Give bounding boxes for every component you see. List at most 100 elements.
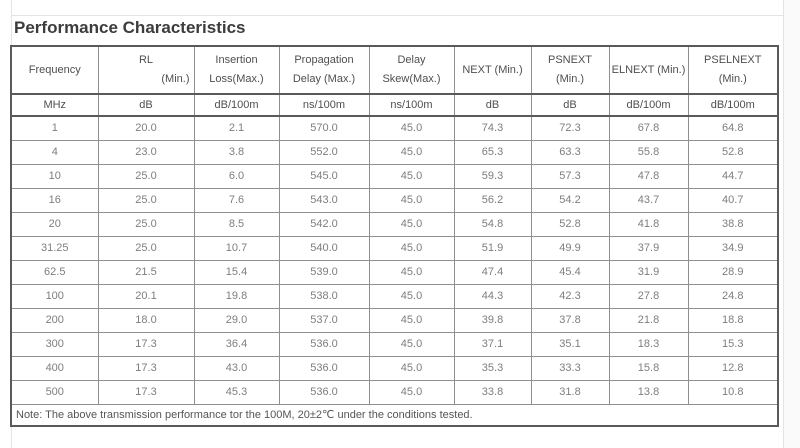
table-row: 500 17.3 45.3 536.0 45.0 33.8 31.8 13.8 10.8: [10, 379, 779, 405]
column-unit-elnext: dB/100m: [608, 93, 689, 117]
cell-insertion-loss: 7.6: [193, 187, 280, 213]
cell-psnext: 54.2: [530, 187, 610, 213]
cell-psnext: 49.9: [530, 235, 610, 261]
column-header-rl: RL (Min.): [97, 45, 195, 95]
cell-rl: 23.0: [97, 139, 195, 165]
table-row: 200 18.0 29.0 537.0 45.0 39.8 37.8 21.8 18.8: [10, 307, 779, 333]
cell-next: 59.3: [453, 163, 532, 189]
cell-psnext: 42.3: [530, 283, 610, 309]
cell-insertion-loss: 43.0: [193, 355, 280, 381]
cell-next: 47.4: [453, 259, 532, 285]
cell-frequency: 500: [10, 379, 99, 405]
cell-delay-skew: 45.0: [368, 307, 455, 333]
table-row: 1 20.0 2.1 570.0 45.0 74.3 72.3 67.8 64.8: [10, 115, 779, 141]
column-header-next: NEXT (Min.): [453, 45, 532, 95]
cell-rl: 20.0: [97, 115, 195, 141]
cell-propagation-delay: 542.0: [278, 211, 370, 237]
cell-psnext: 45.4: [530, 259, 610, 285]
cell-psnext: 37.8: [530, 307, 610, 333]
cell-pselnext: 64.8: [687, 115, 779, 141]
table-note: Note: The above transmission performance…: [10, 403, 779, 427]
cell-frequency: 300: [10, 331, 99, 357]
cell-pselnext: 38.8: [687, 211, 779, 237]
cell-insertion-loss: 6.0: [193, 163, 280, 189]
cell-frequency: 31.25: [10, 235, 99, 261]
cell-next: 39.8: [453, 307, 532, 333]
cell-elnext: 15.8: [608, 355, 689, 381]
column-unit-insertion-loss: dB/100m: [193, 93, 280, 117]
column-header-insertion-loss: Insertion Loss(Max.): [193, 45, 280, 95]
column-header-elnext: ELNEXT (Min.): [608, 45, 689, 95]
table-row: 300 17.3 36.4 536.0 45.0 37.1 35.1 18.3 15.3: [10, 331, 779, 357]
column-header-propagation-delay: Propagation Delay (Max.): [278, 45, 370, 95]
table-row: 10 25.0 6.0 545.0 45.0 59.3 57.3 47.8 44.7: [10, 163, 779, 189]
cell-propagation-delay: 540.0: [278, 235, 370, 261]
cell-psnext: 63.3: [530, 139, 610, 165]
column-header-frequency: Frequency: [10, 45, 99, 95]
cell-insertion-loss: 8.5: [193, 211, 280, 237]
cell-elnext: 13.8: [608, 379, 689, 405]
column-unit-pselnext: dB/100m: [687, 93, 779, 117]
cell-frequency: 16: [10, 187, 99, 213]
cell-delay-skew: 45.0: [368, 235, 455, 261]
cell-propagation-delay: 536.0: [278, 331, 370, 357]
cell-propagation-delay: 539.0: [278, 259, 370, 285]
cell-pselnext: 44.7: [687, 163, 779, 189]
performance-characteristics-table: Frequency RL (Min.) Insertion Loss(Max.) Prop…: [10, 45, 779, 427]
cell-delay-skew: 45.0: [368, 115, 455, 141]
cell-delay-skew: 45.0: [368, 331, 455, 357]
cell-psnext: 57.3: [530, 163, 610, 189]
cell-insertion-loss: 45.3: [193, 379, 280, 405]
cell-pselnext: 15.3: [687, 331, 779, 357]
column-unit-rl: dB: [97, 93, 195, 117]
cell-delay-skew: 45.0: [368, 283, 455, 309]
cell-next: 37.1: [453, 331, 532, 357]
cell-delay-skew: 45.0: [368, 211, 455, 237]
cell-frequency: 200: [10, 307, 99, 333]
column-unit-psnext: dB: [530, 93, 610, 117]
cell-pselnext: 18.8: [687, 307, 779, 333]
section-title: Performance Characteristics: [14, 18, 246, 37]
cell-frequency: 100: [10, 283, 99, 309]
cell-insertion-loss: 3.8: [193, 139, 280, 165]
cell-elnext: 41.8: [608, 211, 689, 237]
table-body: 1 20.0 2.1 570.0 45.0 74.3 72.3 67.8 64.8 4 23.0 3.…: [10, 115, 779, 405]
cell-next: 44.3: [453, 283, 532, 309]
table-row: 62.5 21.5 15.4 539.0 45.0 47.4 45.4 31.9 28.9: [10, 259, 779, 285]
cell-elnext: 55.8: [608, 139, 689, 165]
cell-elnext: 47.8: [608, 163, 689, 189]
table-row: 400 17.3 43.0 536.0 45.0 35.3 33.3 15.8 12.8: [10, 355, 779, 381]
cell-pselnext: 28.9: [687, 259, 779, 285]
cell-psnext: 33.3: [530, 355, 610, 381]
cell-frequency: 1: [10, 115, 99, 141]
note-row: Note: The above transmission performance…: [10, 403, 779, 427]
cell-rl: 25.0: [97, 187, 195, 213]
cell-frequency: 10: [10, 163, 99, 189]
cell-propagation-delay: 536.0: [278, 355, 370, 381]
content-frame-top-border: [11, 15, 784, 16]
cell-propagation-delay: 545.0: [278, 163, 370, 189]
column-header-delay-skew: Delay Skew(Max.): [368, 45, 455, 95]
table-footer: Note: The above transmission performance…: [10, 403, 779, 427]
cell-insertion-loss: 10.7: [193, 235, 280, 261]
cell-insertion-loss: 19.8: [193, 283, 280, 309]
cell-frequency: 20: [10, 211, 99, 237]
column-unit-frequency: MHz: [10, 93, 99, 117]
cell-next: 65.3: [453, 139, 532, 165]
cell-delay-skew: 45.0: [368, 379, 455, 405]
cell-delay-skew: 45.0: [368, 259, 455, 285]
cell-rl: 25.0: [97, 163, 195, 189]
cell-next: 54.8: [453, 211, 532, 237]
cell-delay-skew: 45.0: [368, 355, 455, 381]
cell-pselnext: 10.8: [687, 379, 779, 405]
cell-insertion-loss: 2.1: [193, 115, 280, 141]
cell-frequency: 4: [10, 139, 99, 165]
table-row: 100 20.1 19.8 538.0 45.0 44.3 42.3 27.8 24.8: [10, 283, 779, 309]
cell-psnext: 72.3: [530, 115, 610, 141]
cell-psnext: 31.8: [530, 379, 610, 405]
cell-propagation-delay: 537.0: [278, 307, 370, 333]
table-row: 31.25 25.0 10.7 540.0 45.0 51.9 49.9 37.9 34.9: [10, 235, 779, 261]
column-header-psnext: PSNEXT (Min.): [530, 45, 610, 95]
column-unit-propagation-delay: ns/100m: [278, 93, 370, 117]
cell-rl: 17.3: [97, 331, 195, 357]
